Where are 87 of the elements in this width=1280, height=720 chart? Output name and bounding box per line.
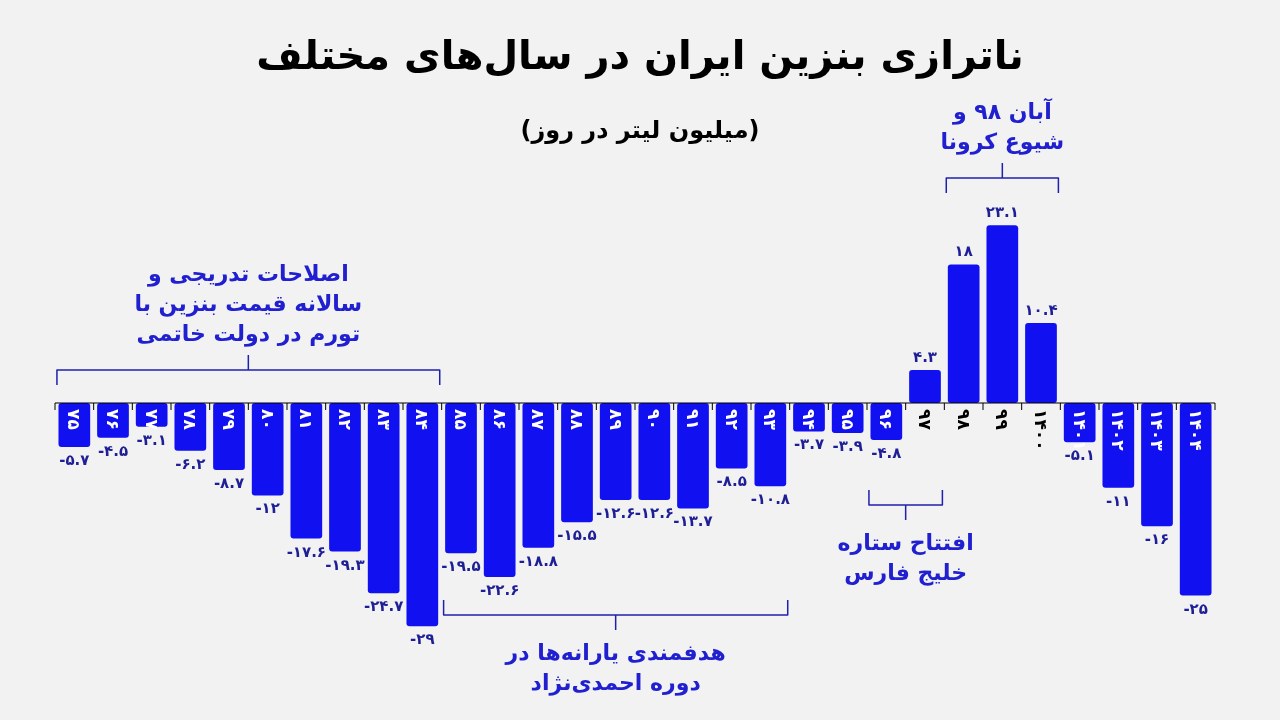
- data-label: -۲۵: [1183, 599, 1208, 618]
- bar: [677, 403, 709, 509]
- data-label: -۲۴.۷: [363, 597, 404, 616]
- data-label: -۱۲.۶: [634, 504, 675, 523]
- bar: [1102, 403, 1135, 488]
- x-tick-label: ۷۷: [141, 409, 162, 431]
- x-tick-label: ۹۴: [799, 409, 819, 430]
- data-label: -۶.۲: [175, 454, 206, 473]
- data-label: -۲۲.۶: [479, 581, 520, 600]
- x-tick-label: ۷۹: [219, 409, 239, 431]
- x-tick-label: ۹۱: [683, 409, 703, 430]
- x-tick-label: ۱۴۰۳: [1147, 409, 1167, 452]
- bar: [715, 403, 748, 469]
- bar: [522, 403, 555, 548]
- data-label: -۱۹.۳: [325, 555, 365, 574]
- data-label: -۱۱: [1106, 491, 1131, 510]
- annotation: افتتاح ستاره خلیج فارس: [836, 529, 975, 588]
- text: هدفمندی یارانه‌ها در دوره احمدی‌نژاد: [503, 639, 727, 698]
- data-label: -۱۶: [1144, 530, 1170, 549]
- bar: [1179, 403, 1212, 596]
- bar: [251, 403, 284, 496]
- data-label: -۱۲: [255, 499, 280, 518]
- x-tick-label: ۸۲: [335, 409, 355, 431]
- x-tick-label: ۸۷: [528, 409, 549, 431]
- x-tick-label: ۹۳: [760, 409, 781, 431]
- bar: [561, 403, 593, 523]
- bar: [213, 403, 245, 470]
- bar: [290, 403, 323, 539]
- chart-title: ناترازی بنزین ایران در سال‌های مختلف: [255, 32, 1025, 78]
- data-label: -۴.۵: [97, 441, 129, 460]
- bar: [483, 403, 516, 578]
- x-tick-label: ۹۲: [721, 409, 742, 431]
- bar: [367, 403, 400, 594]
- x-tick-label: ۹۰: [644, 409, 665, 430]
- x-tick-label: ۸۱: [296, 409, 317, 430]
- data-label: -۱۳.۷: [673, 512, 713, 531]
- x-tick-label: ۹۵: [837, 409, 858, 430]
- x-tick-label: ۸۹: [605, 409, 626, 431]
- x-tick-label: ۷۵: [64, 409, 85, 430]
- data-label: -۱۵.۵: [557, 526, 597, 545]
- x-tick-label: ۷۶: [103, 409, 123, 430]
- bar: [947, 264, 980, 403]
- chart-subtitle: (میلیون لیتر در روز): [520, 116, 760, 144]
- x-tick-label: ۱۴۰۲: [1108, 409, 1129, 452]
- x-tick-label: ۱۴۰۴: [1185, 409, 1206, 451]
- bar: [445, 403, 477, 554]
- bar: [986, 225, 1019, 403]
- bar: [329, 403, 361, 552]
- x-tick-label: ۹۷: [915, 409, 935, 431]
- x-tick-label: ۸۳: [373, 409, 394, 431]
- x-tick-label: ۸۸: [567, 409, 587, 431]
- data-label: ۴.۳: [912, 347, 938, 366]
- x-tick-label: ۸۵: [451, 409, 471, 430]
- data-label: -۱۸.۸: [518, 551, 559, 570]
- data-label: -۳.۷: [793, 435, 825, 454]
- data-label: -۸.۵: [716, 472, 747, 491]
- data-label: -۱۹.۵: [441, 557, 481, 576]
- x-tick-label: ۸۶: [489, 409, 510, 430]
- data-label: -۳.۹: [832, 437, 863, 456]
- data-label: -۲۹: [410, 630, 435, 649]
- x-tick-label: ۱۴۰۰: [1031, 409, 1051, 451]
- data-label: ۲۳.۱: [985, 203, 1019, 222]
- bar: [638, 403, 671, 501]
- data-label: -۱۷.۶: [286, 542, 327, 561]
- x-tick-label: ۸۴: [412, 409, 433, 430]
- x-tick-label: ۸۰: [257, 409, 278, 430]
- bar: [754, 403, 787, 487]
- bar: [909, 369, 941, 403]
- data-label: -۳.۱: [136, 430, 167, 449]
- bar: [599, 403, 632, 501]
- x-tick-label: ۹۶: [876, 409, 897, 430]
- data-label: ۱۰.۴: [1024, 300, 1058, 319]
- data-label: -۴.۸: [871, 443, 902, 462]
- bar: [1141, 403, 1173, 527]
- x-tick-label: ۱۴۰۱: [1069, 409, 1090, 451]
- x-tick-label: ۷۸: [180, 409, 201, 431]
- data-label: -۸.۷: [213, 473, 245, 492]
- data-label: -۱۰.۸: [750, 490, 791, 509]
- data-label: ۱۸: [954, 242, 973, 261]
- annotation: اصلاحات تدریجی و سالانه قیمت بنزین با تورم در دولت خاتمی: [133, 260, 364, 349]
- x-tick-label: ۹۸: [953, 409, 974, 431]
- bar: [1025, 322, 1057, 403]
- bar: [406, 403, 439, 627]
- x-tick-label: ۹۹: [992, 409, 1013, 431]
- data-label: -۱۲.۶: [595, 504, 636, 523]
- text: آبان ۹۸ و شیوع کرونا: [939, 97, 1066, 157]
- data-label: -۵.۷: [59, 450, 90, 469]
